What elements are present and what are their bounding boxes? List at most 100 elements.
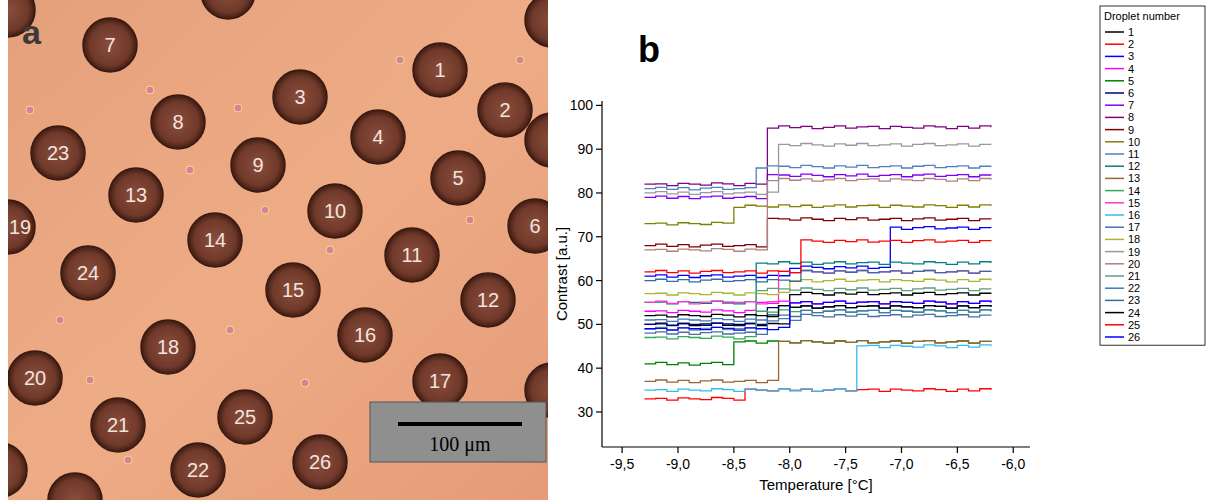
legend-swatch <box>1105 43 1124 45</box>
droplet-label: 11 <box>402 244 423 266</box>
droplet <box>351 110 405 164</box>
droplet <box>61 246 115 300</box>
droplet-partial <box>48 473 102 500</box>
legend-label: 10 <box>1128 136 1140 148</box>
x-tick <box>789 447 790 453</box>
particle <box>261 206 269 214</box>
droplet-label: 20 <box>24 367 46 389</box>
scale-bar <box>398 422 522 426</box>
legend-swatch <box>1105 336 1124 338</box>
y-tick <box>596 411 602 412</box>
droplet-label: 24 <box>77 262 99 284</box>
particle <box>124 456 132 464</box>
legend-label: 20 <box>1128 258 1140 270</box>
droplet <box>31 126 85 180</box>
legend-swatch <box>1105 104 1124 106</box>
droplet-label: 23 <box>47 142 69 164</box>
droplet <box>83 18 137 72</box>
y-tick <box>596 192 602 193</box>
droplet-label: 4 <box>372 126 383 148</box>
droplet-label: 19 <box>9 216 31 238</box>
y-tick-label: 70 <box>577 229 593 245</box>
droplet-label: 7 <box>104 34 115 56</box>
series-line <box>644 288 990 330</box>
legend-label: 17 <box>1128 221 1140 233</box>
y-tick <box>596 324 602 325</box>
x-tick <box>622 447 623 453</box>
legend-label: 4 <box>1128 63 1134 75</box>
y-tick-label: 90 <box>577 141 593 157</box>
legend-label: 8 <box>1128 111 1134 123</box>
x-tick <box>957 447 958 453</box>
y-axis-title: Contrast [a.u.] <box>553 227 570 321</box>
legend-label: 5 <box>1128 75 1134 87</box>
series-line <box>644 179 990 252</box>
series-line <box>644 341 990 383</box>
legend-label: 19 <box>1128 246 1140 258</box>
legend-swatch <box>1105 31 1124 33</box>
particle <box>301 379 309 387</box>
series-line <box>644 174 990 199</box>
droplet <box>293 435 347 489</box>
particle <box>226 326 234 334</box>
legend-label: 24 <box>1128 307 1140 319</box>
legend-label: 14 <box>1128 185 1140 197</box>
droplet-partial <box>525 0 548 47</box>
legend-swatch <box>1105 300 1124 302</box>
legend: Droplet number12345678910111213141516171… <box>1100 6 1205 345</box>
legend-label: 18 <box>1128 233 1140 245</box>
droplet-label: 1 <box>434 59 445 81</box>
x-tick-label: -6,0 <box>1001 456 1025 472</box>
particle <box>326 246 334 254</box>
droplet <box>188 213 242 267</box>
particle <box>516 56 524 64</box>
x-tick <box>1013 447 1014 453</box>
droplet <box>8 351 62 405</box>
legend-label: 11 <box>1128 148 1139 160</box>
x-axis <box>602 446 1030 447</box>
legend-label: 23 <box>1128 294 1140 306</box>
series-line <box>644 227 990 278</box>
legend-swatch <box>1105 202 1124 204</box>
droplet <box>171 443 225 497</box>
particle <box>146 86 154 94</box>
x-tick-label: -6,5 <box>945 456 969 472</box>
legend-swatch <box>1105 80 1124 82</box>
legend-label: 21 <box>1128 270 1140 282</box>
particle <box>86 376 94 384</box>
droplet <box>478 83 532 137</box>
legend-swatch <box>1105 165 1124 167</box>
series-line <box>644 271 990 282</box>
droplet-label: 16 <box>354 324 376 346</box>
x-tick-label: -7,0 <box>889 456 913 472</box>
droplet-partial <box>201 0 255 19</box>
series-line <box>644 314 990 334</box>
panel-a <box>8 0 548 500</box>
legend-swatch <box>1105 251 1124 253</box>
series-line <box>644 271 990 304</box>
droplet <box>231 138 285 192</box>
legend-label: 2 <box>1128 38 1134 50</box>
droplet-partial <box>8 443 27 497</box>
series-line <box>644 165 990 190</box>
x-tick <box>733 447 734 453</box>
droplet <box>308 184 362 238</box>
legend-label: 6 <box>1128 87 1134 99</box>
legend-label: 22 <box>1128 282 1140 294</box>
y-tick-label: 80 <box>577 185 593 201</box>
droplet-label: 5 <box>452 167 463 189</box>
droplet-label: 12 <box>477 289 499 311</box>
series-line <box>644 310 990 339</box>
droplet-label: 8 <box>172 111 183 133</box>
legend-label: 13 <box>1128 172 1140 184</box>
droplet-label: 15 <box>282 279 304 301</box>
droplet <box>266 263 320 317</box>
droplet-label: 2 <box>499 99 510 121</box>
x-tick <box>901 447 902 453</box>
legend-swatch <box>1105 324 1124 326</box>
droplet <box>508 199 548 253</box>
droplet <box>109 168 163 222</box>
y-tick <box>596 280 602 281</box>
y-tick <box>596 236 602 237</box>
legend-swatch <box>1105 312 1124 314</box>
